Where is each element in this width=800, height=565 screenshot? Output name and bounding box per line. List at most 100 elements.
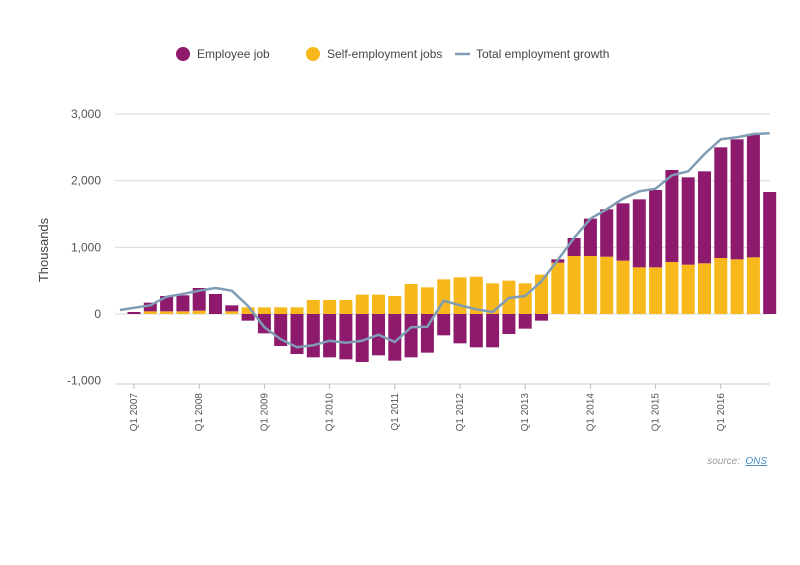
bar-employee [502, 314, 516, 334]
bars [127, 134, 777, 362]
bar-employee [290, 314, 304, 354]
bar-employee [600, 209, 614, 257]
bar-employee [535, 314, 548, 321]
bar-employee [681, 177, 695, 265]
bar-employee [698, 171, 711, 264]
legend-marker-employee [176, 47, 190, 61]
source-note: source: ONS [707, 456, 767, 467]
legend-label-employee: Employee job [197, 47, 270, 61]
bar-employee [583, 218, 597, 256]
bar-self-employment [616, 260, 630, 314]
bar-self-employment [698, 263, 711, 314]
x-tick-label: Q1 2014 [585, 393, 596, 432]
bar-employee [355, 314, 369, 362]
bar-employee [518, 314, 532, 329]
bar-self-employment [225, 311, 239, 314]
bar-self-employment [551, 262, 565, 314]
x-tick-label: Q1 2009 [259, 393, 270, 432]
x-tick-label: Q1 2012 [455, 393, 466, 432]
y-axis-title: Thousands [36, 217, 51, 282]
bar-self-employment [372, 294, 385, 314]
bar-employee [763, 192, 777, 314]
x-tick-label: Q1 2011 [390, 393, 401, 431]
bar-employee [306, 314, 320, 358]
bar-self-employment [274, 307, 288, 314]
bar-self-employment [453, 277, 467, 314]
bar-self-employment [649, 267, 663, 314]
bar-self-employment [257, 307, 271, 314]
bar-self-employment [714, 258, 728, 314]
bar-employee [486, 314, 500, 348]
bar-self-employment [290, 307, 304, 314]
bar-self-employment [632, 267, 646, 314]
y-axis-ticks: 3,000 2,000 1,000 0 -1,000 [67, 107, 101, 388]
bar-employee [404, 314, 418, 358]
bar-self-employment [306, 300, 320, 314]
x-tick-label: Q1 2008 [194, 393, 205, 432]
bar-employee [665, 170, 679, 262]
bar-self-employment [600, 256, 614, 314]
bar-employee [714, 147, 728, 258]
bar-self-employment [420, 287, 434, 314]
x-tick-label: Q1 2013 [520, 393, 531, 432]
total-growth-line [119, 132, 770, 349]
bar-self-employment [241, 307, 255, 314]
bar-employee [143, 302, 157, 312]
source-link[interactable]: ONS [745, 456, 767, 467]
x-axis: Q1 2007 Q1 2008 Q1 2009 Q1 2010 Q1 2011 Q1 20… [115, 383, 770, 432]
bar-self-employment [665, 262, 679, 314]
bar-self-employment [143, 311, 157, 314]
bar-self-employment [323, 300, 337, 314]
bar-self-employment [388, 296, 402, 314]
bar-employee [730, 139, 744, 260]
bar-self-employment [160, 311, 174, 314]
bar-employee [127, 312, 141, 314]
bar-employee [469, 314, 483, 348]
bar-self-employment [746, 257, 760, 314]
bar-employee [453, 314, 467, 344]
y-tick-label: 0 [94, 307, 101, 321]
legend-label-total: Total employment growth [476, 47, 609, 61]
bar-self-employment [567, 256, 581, 314]
x-tick-label: Q1 2007 [129, 393, 140, 432]
x-tick-label: Q1 2016 [716, 393, 727, 432]
legend: Employee job Self-employment jobs Total … [176, 47, 609, 61]
bar-employee [746, 134, 760, 258]
bar-employee [632, 199, 646, 268]
bar-employee [339, 314, 353, 360]
bar-employee [241, 314, 255, 321]
bar-self-employment [583, 256, 597, 314]
bar-self-employment [518, 283, 532, 314]
x-tick-label: Q1 2010 [325, 393, 336, 432]
bar-employee [209, 294, 222, 314]
bar-employee [567, 238, 581, 256]
bar-self-employment [730, 259, 744, 314]
bar-self-employment [486, 283, 500, 314]
bar-employee [176, 295, 190, 312]
y-tick-label: 2,000 [71, 174, 101, 188]
bar-employee [160, 296, 174, 312]
bar-self-employment [404, 284, 418, 314]
bar-employee [225, 305, 239, 312]
bar-employee [323, 314, 337, 358]
legend-marker-self-employment [306, 47, 320, 61]
bar-employee [388, 314, 402, 361]
x-tick-label: Q1 2015 [651, 393, 662, 432]
bar-employee [192, 288, 206, 311]
total-growth-line-layer [119, 132, 770, 349]
bar-self-employment [192, 310, 206, 314]
source-prefix: source: [707, 456, 740, 467]
bar-employee [616, 203, 630, 261]
bar-employee [649, 190, 663, 268]
y-tick-label: -1,000 [67, 374, 101, 388]
legend-label-self-employment: Self-employment jobs [327, 47, 442, 61]
bar-self-employment [469, 276, 483, 314]
y-tick-label: 1,000 [71, 240, 101, 254]
y-tick-label: 3,000 [71, 107, 101, 121]
bar-self-employment [176, 311, 190, 314]
bar-self-employment [681, 264, 695, 314]
bar-self-employment [355, 294, 369, 314]
bar-self-employment [339, 300, 353, 314]
bar-employee [437, 314, 451, 336]
